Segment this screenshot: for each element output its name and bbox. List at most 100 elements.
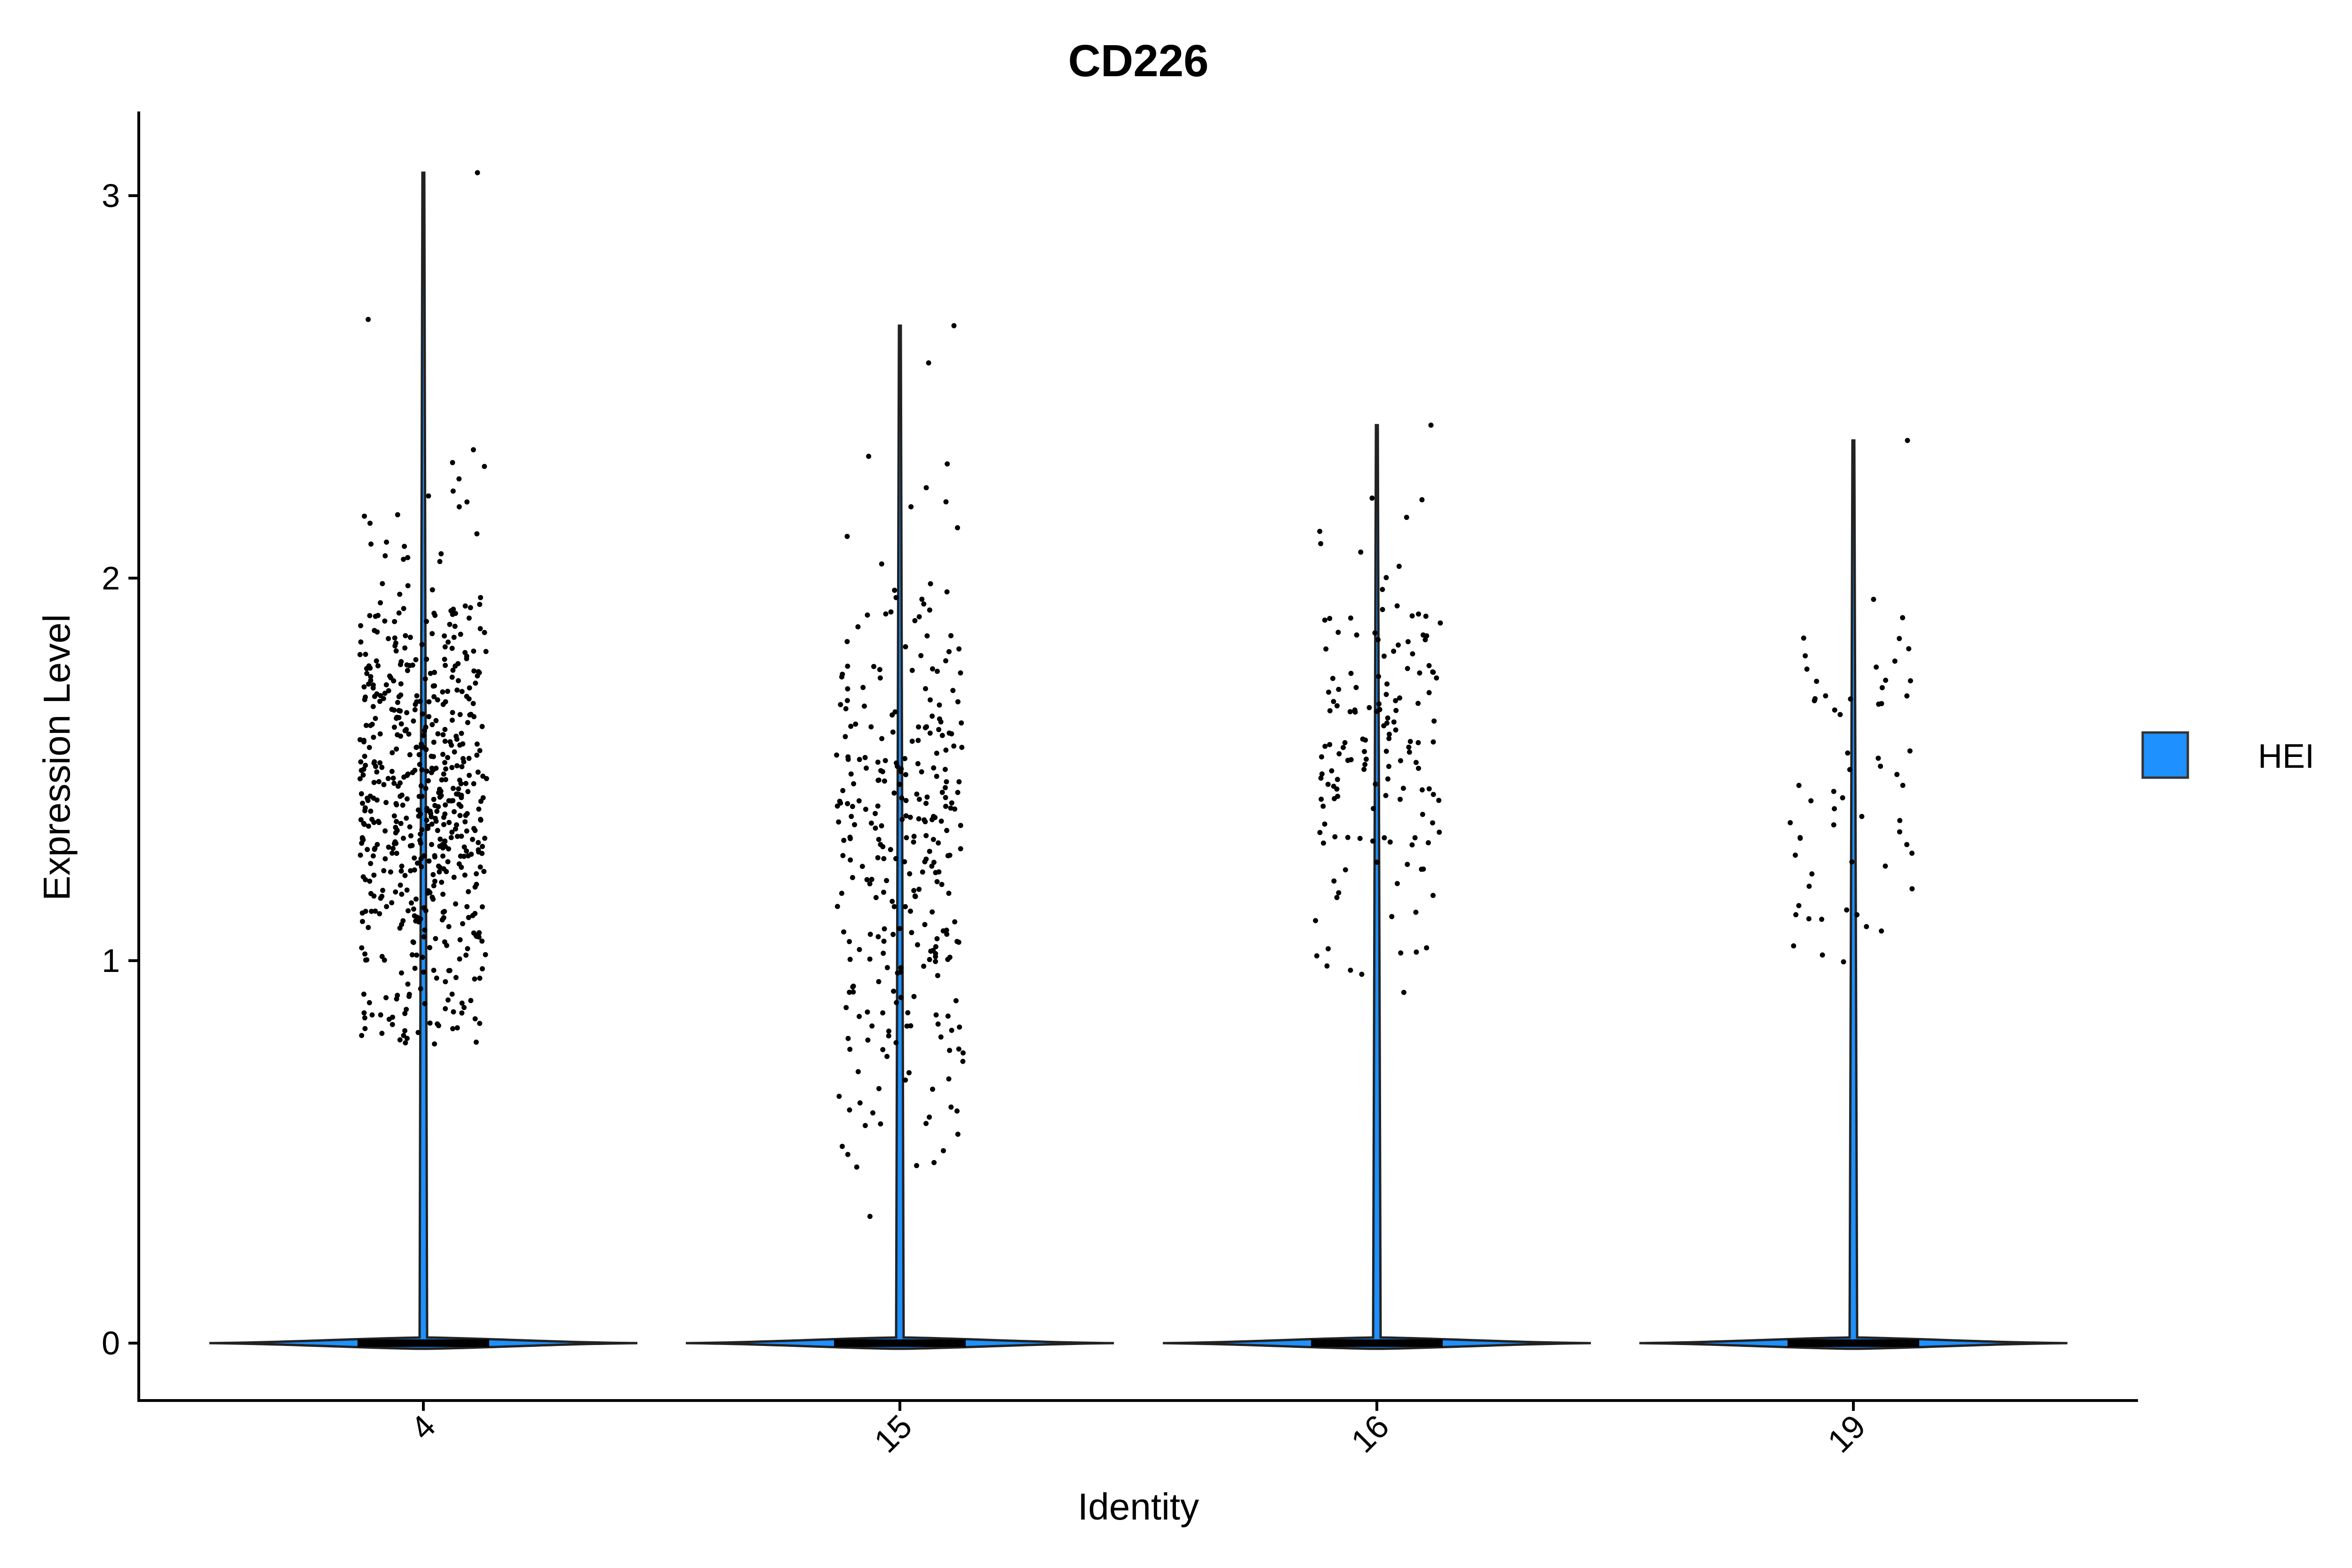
point-16 [1369, 495, 1375, 501]
point-15 [956, 939, 961, 945]
point-15 [863, 806, 868, 812]
point-16 [1334, 895, 1340, 900]
point-4 [426, 699, 432, 705]
point-15 [921, 601, 927, 607]
point-15 [944, 931, 950, 937]
point-4 [456, 504, 462, 509]
point-4 [379, 893, 385, 899]
point-4 [472, 976, 477, 982]
point-16 [1335, 777, 1340, 782]
point-15 [903, 644, 908, 650]
point-16 [1318, 775, 1324, 781]
point-15 [865, 1009, 870, 1015]
point-4 [453, 611, 458, 616]
point-16 [1415, 740, 1421, 746]
point-15 [931, 1160, 937, 1165]
point-15 [845, 663, 850, 669]
point-15 [883, 611, 889, 617]
point-4 [449, 765, 455, 770]
y-tick-label: 1 [102, 942, 120, 979]
point-4 [443, 802, 448, 808]
point-15 [946, 649, 952, 654]
point-16 [1358, 549, 1364, 555]
point-4 [360, 919, 366, 924]
point-15 [934, 750, 939, 756]
point-4 [374, 842, 380, 847]
point-16 [1361, 766, 1367, 772]
point-4 [464, 811, 470, 816]
point-4 [477, 930, 482, 936]
point-4 [458, 781, 464, 787]
point-16 [1384, 681, 1390, 687]
y-ticks: 0 1 2 3 [102, 177, 139, 1361]
point-4 [377, 760, 383, 765]
point-16 [1322, 821, 1327, 827]
point-4 [437, 559, 443, 565]
point-4 [479, 939, 485, 944]
point-15 [868, 724, 874, 730]
point-16 [1386, 732, 1392, 737]
point-4 [358, 639, 364, 645]
point-15 [855, 1069, 861, 1075]
point-19 [1847, 767, 1852, 772]
point-19 [1823, 693, 1828, 699]
point-15 [937, 702, 942, 708]
point-4 [402, 1011, 408, 1016]
violin-15 [685, 324, 1114, 1350]
point-4 [432, 853, 437, 859]
point-4 [382, 553, 388, 558]
point-15 [850, 983, 856, 989]
point-4 [430, 872, 436, 877]
point-4 [445, 639, 451, 645]
point-15 [943, 804, 948, 809]
zero-points-4 [358, 1339, 489, 1347]
point-16 [1375, 637, 1381, 643]
point-16 [1396, 564, 1402, 569]
point-15 [876, 1086, 882, 1091]
point-15 [938, 1034, 944, 1040]
point-4 [402, 543, 407, 549]
point-15 [927, 607, 932, 613]
point-15 [923, 686, 928, 692]
point-4 [361, 991, 366, 997]
point-16 [1398, 950, 1404, 956]
point-4 [399, 863, 405, 869]
point-4 [370, 685, 376, 691]
point-4 [464, 904, 470, 909]
point-4 [437, 794, 443, 800]
point-4 [474, 741, 480, 747]
point-4 [429, 754, 434, 759]
point-4 [381, 957, 387, 963]
point-15 [876, 836, 882, 842]
point-15 [864, 877, 870, 883]
point-15 [890, 899, 895, 904]
point-15 [904, 1023, 910, 1029]
point-4 [362, 1015, 367, 1021]
point-4 [402, 873, 408, 878]
point-4 [440, 909, 446, 915]
point-4 [366, 317, 371, 322]
point-4 [358, 817, 364, 822]
point-4 [446, 968, 452, 973]
point-4 [465, 853, 471, 859]
point-4 [433, 936, 438, 941]
point-16 [1389, 914, 1395, 919]
point-15 [938, 819, 944, 824]
point-4 [475, 673, 480, 679]
point-4 [367, 878, 373, 884]
point-4 [432, 878, 437, 884]
point-19 [1864, 924, 1869, 930]
point-4 [413, 918, 419, 924]
point-15 [888, 847, 893, 852]
point-15 [903, 904, 908, 909]
point-4 [384, 539, 389, 545]
point-16 [1345, 757, 1351, 763]
point-4 [413, 657, 419, 662]
point-4 [443, 699, 448, 705]
point-15 [959, 720, 964, 726]
point-4 [398, 721, 404, 727]
point-4 [409, 900, 414, 906]
point-16 [1424, 945, 1430, 951]
point-15 [908, 504, 914, 509]
point-4 [440, 752, 445, 757]
